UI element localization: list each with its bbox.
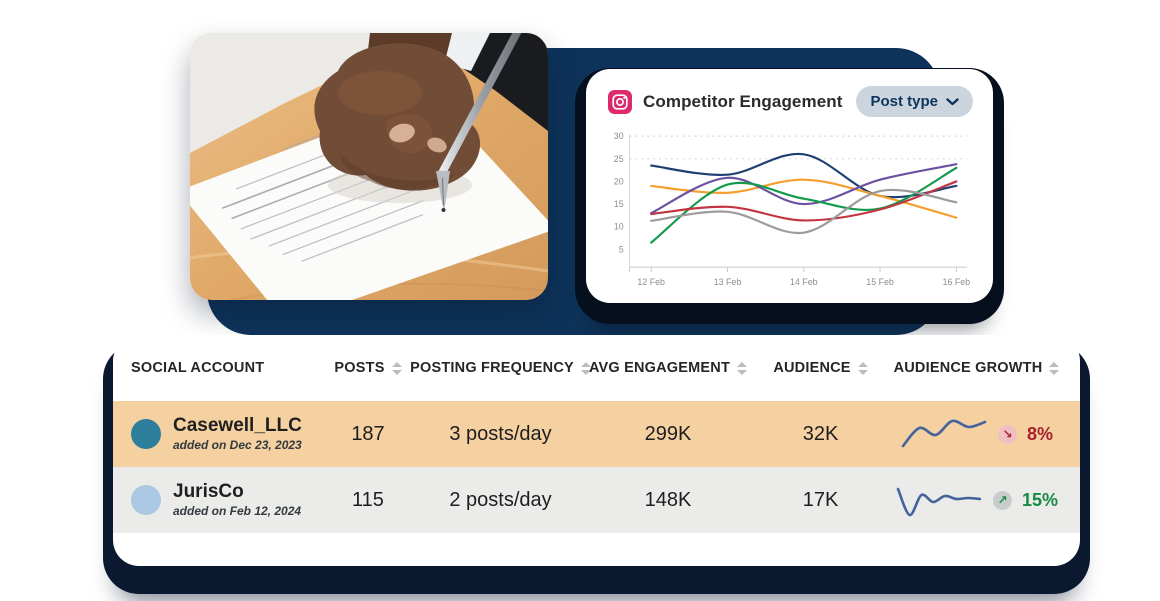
growth-cell: ↗ 15% <box>873 481 1080 519</box>
growth-arrow-glyph: ↘ <box>1002 427 1013 441</box>
chevron-down-icon <box>946 97 959 106</box>
post-type-dropdown[interactable]: Post type <box>856 86 973 117</box>
column-header-posting-frequency[interactable]: POSTING FREQUENCY <box>410 360 591 376</box>
arrow-down-right-icon: ↘ <box>997 424 1017 444</box>
svg-text:14 Feb: 14 Feb <box>790 277 818 287</box>
svg-text:16 Feb: 16 Feb <box>943 277 971 287</box>
svg-text:15 Feb: 15 Feb <box>866 277 894 287</box>
growth-sparkline <box>896 487 982 517</box>
svg-text:5: 5 <box>619 244 624 254</box>
svg-text:20: 20 <box>614 176 624 186</box>
column-header-audience-growth[interactable]: AUDIENCE GROWTH <box>873 360 1080 376</box>
svg-text:15: 15 <box>614 199 624 209</box>
audience-value: 17K <box>802 488 839 511</box>
table-header: SOCIAL ACCOUNT POSTS POSTING FREQUENCY A… <box>113 335 1080 401</box>
growth-percent: 15% <box>1021 489 1059 510</box>
competitor-engagement-card: Competitor Engagement Post type 5 10 15 20 2… <box>586 69 993 303</box>
column-label: POSTING FREQUENCY <box>410 360 574 376</box>
column-label: AUDIENCE <box>773 360 851 376</box>
column-header-social-account: SOCIAL ACCOUNT <box>113 360 303 376</box>
column-label: AUDIENCE GROWTH <box>893 360 1043 376</box>
growth-arrow-glyph: ↗ <box>997 493 1008 507</box>
column-header-posts[interactable]: POSTS <box>303 360 433 376</box>
sort-icon <box>1049 361 1060 375</box>
avg-engagement-value: 299K <box>644 422 692 445</box>
sort-icon <box>737 361 748 375</box>
audience-value: 32K <box>802 422 839 445</box>
signing-photo <box>190 33 548 300</box>
post-type-label: Post type <box>870 93 938 110</box>
svg-text:12 Feb: 12 Feb <box>637 277 665 287</box>
chart-card-header: Competitor Engagement Post type <box>586 69 993 119</box>
growth-percent: 8% <box>1026 423 1053 444</box>
competitor-table-card: SOCIAL ACCOUNT POSTS POSTING FREQUENCY A… <box>113 335 1080 566</box>
growth-sparkline <box>901 419 987 448</box>
account-name: JurisCo <box>173 481 244 503</box>
instagram-icon <box>608 89 632 114</box>
chart-title: Competitor Engagement <box>643 91 843 111</box>
account-added-date: added on Feb 12, 2024 <box>173 503 302 518</box>
account-cell: Casewell_LLC added on Dec 23, 2023 <box>113 415 303 452</box>
growth-cell: ↘ 8% <box>873 415 1080 453</box>
column-label: AVG ENGAGEMENT <box>588 360 731 376</box>
account-avatar <box>131 484 161 515</box>
engagement-line-chart: 5 10 15 20 25 30 12 Feb 13 Feb 14 Feb 15 Feb 16 Fe… <box>614 131 971 287</box>
signing-photo-illustration <box>190 33 548 300</box>
column-header-audience[interactable]: AUDIENCE <box>768 360 873 376</box>
frequency-value: 3 posts/day <box>449 422 552 445</box>
svg-text:25: 25 <box>614 154 624 164</box>
frequency-value: 2 posts/day <box>449 488 552 511</box>
table-row[interactable]: Casewell_LLC added on Dec 23, 2023 187 3… <box>113 401 1080 467</box>
posts-value: 187 <box>351 422 385 445</box>
column-header-avg-engagement[interactable]: AVG ENGAGEMENT <box>568 360 768 376</box>
posts-value: 115 <box>352 488 384 511</box>
account-added-date: added on Dec 23, 2023 <box>173 437 302 452</box>
table-row[interactable]: JurisCo added on Feb 12, 2024 115 2 post… <box>113 467 1080 533</box>
svg-text:10: 10 <box>614 222 624 232</box>
account-cell: JurisCo added on Feb 12, 2024 <box>113 481 303 518</box>
arrow-up-right-icon: ↗ <box>992 490 1012 510</box>
column-label: SOCIAL ACCOUNT <box>131 360 265 376</box>
column-label: POSTS <box>334 360 385 376</box>
account-avatar <box>131 418 161 449</box>
sort-icon <box>857 361 868 375</box>
svg-text:30: 30 <box>614 131 624 141</box>
sort-icon <box>391 361 402 375</box>
avg-engagement-value: 148K <box>644 488 692 511</box>
account-name: Casewell_LLC <box>173 415 302 437</box>
sort-icon <box>580 361 591 375</box>
svg-text:13 Feb: 13 Feb <box>714 277 742 287</box>
